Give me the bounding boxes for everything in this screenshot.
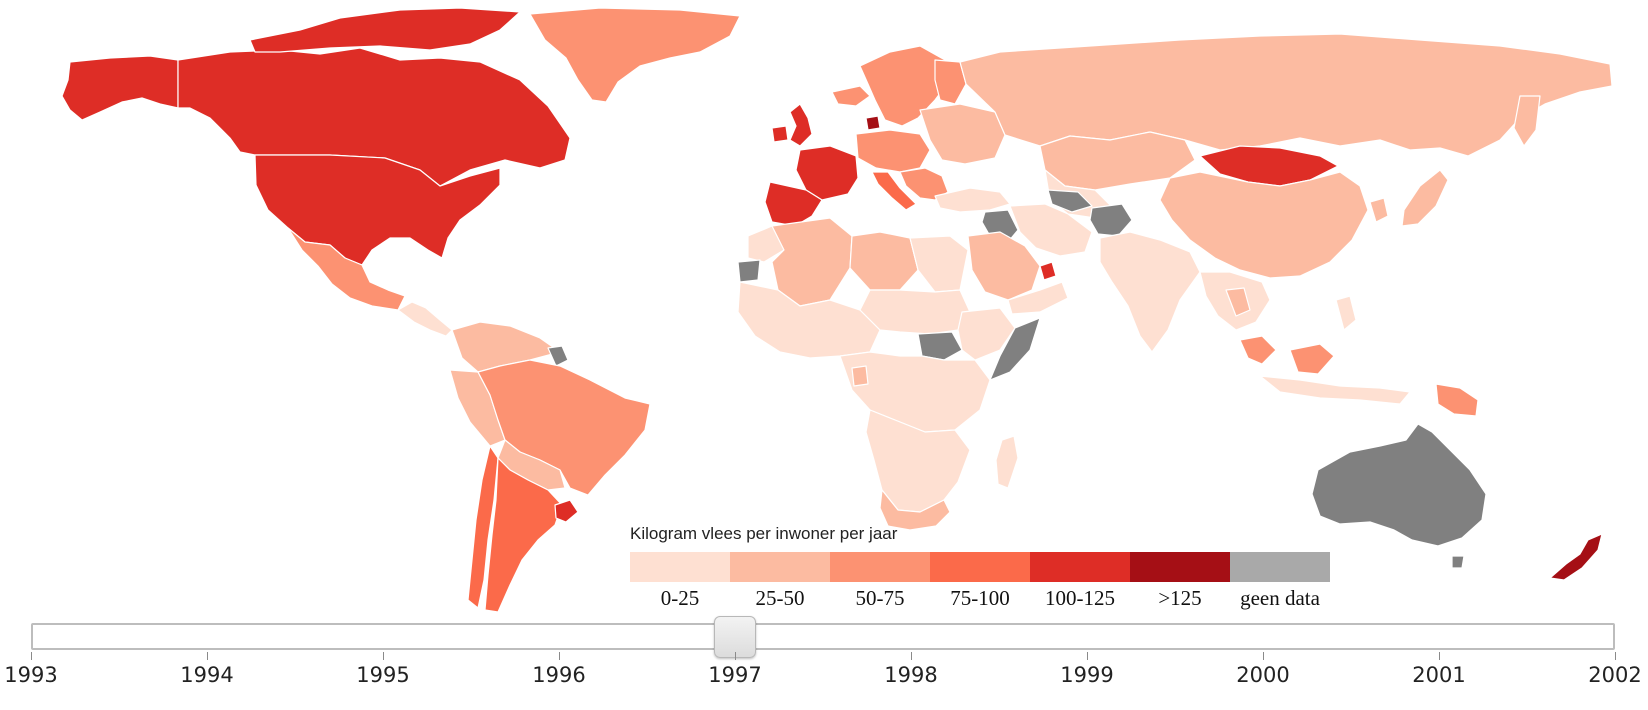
- legend-swatch: [930, 552, 1030, 582]
- year-tick-label: 2000: [1236, 663, 1290, 687]
- year-tick: [911, 652, 912, 660]
- central-africa[interactable]: [839, 351, 991, 433]
- china[interactable]: [1159, 171, 1369, 279]
- legend-label: 25-50: [755, 586, 805, 610]
- year-tick: [383, 652, 384, 660]
- uruguay[interactable]: [554, 499, 579, 523]
- philippines[interactable]: [1335, 295, 1357, 331]
- iberia[interactable]: [764, 181, 823, 227]
- afghanistan[interactable]: [1089, 203, 1133, 237]
- ireland[interactable]: [771, 125, 789, 143]
- united-kingdom[interactable]: [789, 103, 813, 147]
- canadian-arctic-islands[interactable]: [249, 7, 521, 53]
- year-tick-label: 1999: [1060, 663, 1114, 687]
- south-sudan[interactable]: [917, 331, 963, 361]
- colombia-venezuela[interactable]: [451, 321, 561, 373]
- legend-swatch: [1030, 552, 1130, 582]
- legend-swatch: [1230, 552, 1330, 582]
- iran[interactable]: [1009, 203, 1093, 257]
- year-tick: [1439, 652, 1440, 660]
- legend-swatch: [1130, 552, 1230, 582]
- year-tick: [735, 652, 736, 660]
- year-tick-label: 1998: [884, 663, 938, 687]
- libya[interactable]: [849, 231, 919, 291]
- year-tick: [31, 652, 32, 660]
- gabon[interactable]: [851, 365, 869, 387]
- japan[interactable]: [1401, 169, 1449, 227]
- indonesia[interactable]: [1259, 375, 1411, 405]
- greenland[interactable]: [529, 7, 741, 103]
- guyana-suriname[interactable]: [547, 345, 569, 367]
- canada[interactable]: [177, 47, 571, 187]
- russia[interactable]: [959, 33, 1613, 157]
- saudi-arabia[interactable]: [967, 231, 1041, 301]
- year-tick: [559, 652, 560, 660]
- year-tick-label: 1994: [180, 663, 234, 687]
- egypt[interactable]: [909, 235, 969, 293]
- year-tick-label: 1996: [532, 663, 586, 687]
- kamchatka[interactable]: [1513, 95, 1541, 147]
- western-sahara[interactable]: [737, 259, 761, 283]
- year-slider-track[interactable]: [31, 623, 1615, 650]
- france[interactable]: [795, 145, 859, 201]
- mongolia[interactable]: [1199, 145, 1339, 187]
- legend-swatch: [730, 552, 830, 582]
- papua-new-guinea[interactable]: [1435, 383, 1479, 417]
- yemen-oman[interactable]: [1007, 281, 1069, 315]
- malaysia[interactable]: [1239, 335, 1277, 365]
- legend-label: geen data: [1240, 586, 1320, 610]
- year-tick: [1615, 652, 1616, 660]
- legend-label: >125: [1158, 586, 1202, 610]
- year-tick-label: 2001: [1412, 663, 1466, 687]
- legend-swatch: [630, 552, 730, 582]
- ethiopia[interactable]: [957, 307, 1016, 361]
- iceland[interactable]: [831, 85, 871, 107]
- tasmania[interactable]: [1451, 555, 1465, 569]
- legend-label: 50-75: [855, 586, 905, 610]
- thailand[interactable]: [1225, 287, 1251, 317]
- india-pakistan[interactable]: [1099, 231, 1201, 353]
- legend-label: 0-25: [660, 586, 700, 610]
- mexico[interactable]: [287, 227, 406, 311]
- korea[interactable]: [1369, 197, 1389, 223]
- year-tick: [1087, 652, 1088, 660]
- legend-label: 100-125: [1045, 586, 1115, 610]
- year-tick-label: 1997: [708, 663, 762, 687]
- denmark[interactable]: [865, 115, 881, 131]
- australia[interactable]: [1311, 423, 1487, 547]
- eastern-europe[interactable]: [919, 103, 1006, 165]
- central-europe[interactable]: [855, 129, 931, 173]
- italy[interactable]: [871, 171, 917, 211]
- year-tick: [1263, 652, 1264, 660]
- year-tick-label: 1995: [356, 663, 410, 687]
- somalia[interactable]: [989, 317, 1041, 381]
- madagascar[interactable]: [995, 435, 1019, 489]
- year-tick: [207, 652, 208, 660]
- year-tick-label: 2002: [1588, 663, 1642, 687]
- algeria[interactable]: [771, 217, 853, 307]
- year-tick-label: 1993: [4, 663, 58, 687]
- chile[interactable]: [467, 445, 499, 609]
- new-zealand[interactable]: [1549, 533, 1603, 581]
- legend-swatch: [830, 552, 930, 582]
- uae[interactable]: [1039, 261, 1057, 281]
- turkmenistan[interactable]: [1047, 189, 1093, 213]
- argentina[interactable]: [484, 457, 563, 613]
- legend-label: 75-100: [950, 586, 1010, 610]
- south-africa[interactable]: [879, 489, 951, 531]
- alaska[interactable]: [61, 55, 179, 121]
- borneo[interactable]: [1289, 343, 1335, 375]
- turkey[interactable]: [934, 187, 1011, 213]
- legend-title: Kilogram vlees per inwoner per jaar: [630, 524, 898, 543]
- central-america[interactable]: [397, 301, 453, 337]
